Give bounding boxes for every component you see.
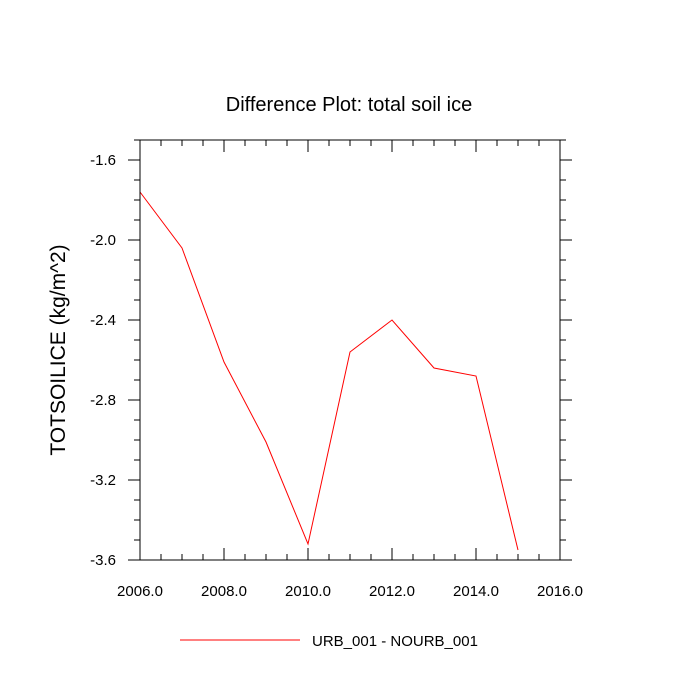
x-tick-label: 2006.0	[117, 583, 163, 600]
x-tick-label: 2008.0	[201, 583, 247, 600]
x-tick-label: 2014.0	[453, 583, 499, 600]
plot-frame	[139, 139, 561, 561]
x-tick-label: 2012.0	[369, 583, 415, 600]
legend: URB_001 - NOURB_001	[180, 633, 478, 650]
x-tick-label: 2016.0	[537, 583, 583, 600]
series-layer	[139, 191, 519, 551]
y-tick-label: -2.8	[90, 392, 116, 409]
y-tick-label: -2.0	[90, 232, 116, 249]
chart-title: Difference Plot: total soil ice	[226, 94, 472, 116]
axis-tick-labels: 2006.0 2008.0 2010.0 2012.0 2014.0 2016.0 -1.6…	[90, 152, 583, 600]
y-tick-label: -3.2	[90, 472, 116, 489]
y-axis-label: TOTSOILICE (kg/m^2)	[47, 244, 70, 455]
legend-label: URB_001 - NOURB_001	[312, 633, 478, 650]
y-tick-label: -2.4	[90, 312, 116, 329]
x-tick-label: 2010.0	[285, 583, 331, 600]
series-line-0	[139, 191, 519, 551]
y-tick-label: -1.6	[90, 152, 116, 169]
y-tick-label: -3.6	[90, 552, 116, 569]
